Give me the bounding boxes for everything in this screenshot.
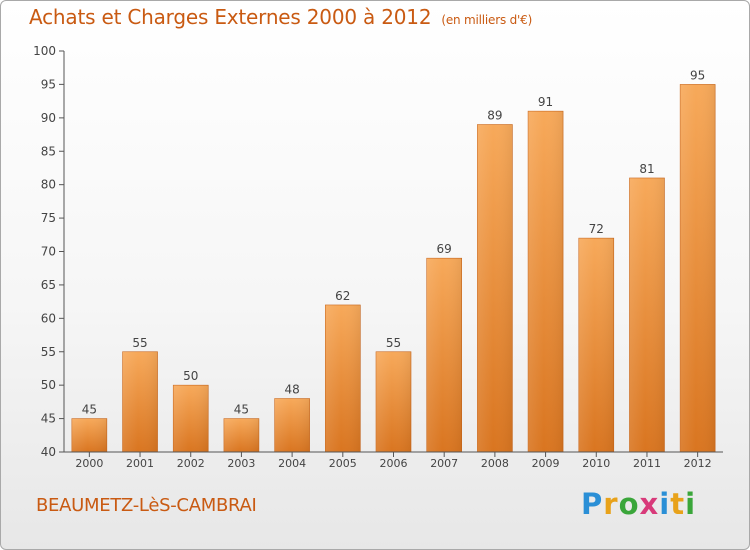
logo-letter: t — [670, 487, 686, 521]
x-tick-label: 2001 — [126, 457, 154, 470]
chart-subtitle: (en milliers d'€) — [441, 13, 533, 27]
x-tick-label: 2007 — [430, 457, 458, 470]
bar-value-label: 50 — [183, 369, 198, 383]
y-tick-label: 100 — [33, 44, 56, 58]
bar-shine — [122, 351, 158, 452]
bars: 45 55 50 45 48 62 55 69 89 91 72 81 95 — [71, 68, 716, 453]
bar-value-label: 48 — [284, 383, 299, 397]
bar-value-label: 55 — [132, 336, 147, 350]
bar-value-label: 95 — [690, 68, 705, 82]
logo-letter: r — [603, 487, 619, 521]
bar-shine — [173, 385, 209, 452]
y-tick-label: 40 — [41, 445, 56, 459]
proxiti-logo: Proxiti — [581, 487, 696, 521]
x-tick-label: 2003 — [227, 457, 255, 470]
bar-shine — [528, 111, 564, 453]
x-tick-label: 2008 — [481, 457, 509, 470]
y-tick-label: 90 — [41, 111, 56, 125]
bar-shine — [578, 238, 614, 452]
y-tick-label: 70 — [41, 245, 56, 259]
bar-shine — [426, 258, 462, 452]
commune-name: BEAUMETZ-LèS-CAMBRAI — [36, 495, 257, 516]
y-tick-label: 75 — [41, 211, 56, 225]
bar-value-label: 91 — [538, 95, 553, 109]
x-tick-label: 2010 — [582, 457, 610, 470]
y-tick-label: 65 — [41, 278, 56, 292]
y-tick-label: 85 — [41, 144, 56, 158]
x-tick-label: 2002 — [177, 457, 205, 470]
logo-letter: i — [659, 487, 671, 521]
bar-shine — [325, 304, 361, 452]
bar-value-label: 69 — [437, 242, 452, 256]
bar-shine — [71, 418, 107, 452]
y-tick-label: 45 — [41, 412, 56, 426]
x-tick-label: 2004 — [278, 457, 306, 470]
x-axis: 2000 2001 2002 2003 2004 2005 2006 2007 2008 2009… — [64, 451, 723, 470]
logo-letter: o — [618, 487, 640, 521]
bar-shine — [376, 351, 411, 452]
x-tick-label: 2000 — [75, 457, 103, 470]
bar-shine — [629, 177, 665, 452]
x-tick-label: 2006 — [380, 457, 408, 470]
y-tick-label: 95 — [41, 77, 56, 91]
bar-value-label: 45 — [234, 403, 249, 417]
chart-title-row: Achats et Charges Externes 2000 à 2012 (e… — [29, 5, 532, 29]
y-tick-label: 60 — [41, 311, 56, 325]
logo-letter: P — [581, 487, 604, 521]
bar-value-label: 81 — [639, 162, 654, 176]
bar-shine — [477, 124, 513, 453]
y-tick-label: 80 — [41, 178, 56, 192]
logo-letter: i — [685, 487, 697, 521]
bar-value-label: 89 — [487, 109, 502, 123]
x-tick-label: 2011 — [633, 457, 661, 470]
bar-value-label: 62 — [335, 289, 350, 303]
x-tick-label: 2005 — [329, 457, 357, 470]
y-axis: 40 45 50 55 60 65 70 75 80 85 90 95 100 — [33, 44, 65, 459]
y-tick-label: 55 — [41, 345, 56, 359]
bar-shine — [680, 84, 716, 453]
logo-letter: x — [639, 487, 660, 521]
bar-shine — [223, 418, 259, 452]
y-tick-label: 50 — [41, 378, 56, 392]
bar-value-label: 72 — [589, 222, 604, 236]
x-tick-label: 2012 — [684, 457, 712, 470]
bar-value-label: 55 — [386, 336, 401, 350]
x-tick-label: 2009 — [532, 457, 560, 470]
bar-value-label: 45 — [82, 403, 97, 417]
bar-shine — [274, 398, 310, 452]
chart-title: Achats et Charges Externes 2000 à 2012 — [29, 5, 432, 29]
